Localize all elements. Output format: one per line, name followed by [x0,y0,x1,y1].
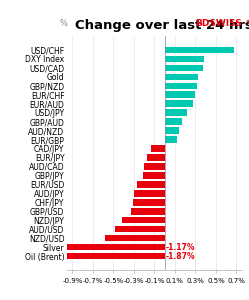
Bar [165,118,182,125]
Bar [105,235,165,242]
Bar [165,82,197,89]
Text: -1.87%: -1.87% [165,252,195,261]
Bar [131,208,165,214]
Text: BDSWISS: BDSWISS [195,20,242,28]
Bar [165,100,193,107]
Bar [134,190,165,196]
Bar [116,226,165,232]
Bar [165,64,203,71]
Bar [165,128,179,134]
Bar [0,253,165,260]
Bar [143,172,165,178]
Bar [144,163,165,170]
Bar [165,46,234,53]
Bar [165,110,187,116]
Bar [165,92,195,98]
Bar [137,181,165,188]
Text: %: % [60,20,68,28]
Bar [165,74,198,80]
Bar [147,154,165,161]
Bar [151,145,165,152]
Bar [165,56,204,62]
Bar [133,199,165,206]
Text: -1.17%: -1.17% [165,243,195,252]
Text: ↗: ↗ [244,19,249,25]
Bar [122,217,165,224]
Bar [165,136,177,143]
Text: Change over last 24 hrs: Change over last 24 hrs [75,20,249,32]
Bar [45,244,165,250]
